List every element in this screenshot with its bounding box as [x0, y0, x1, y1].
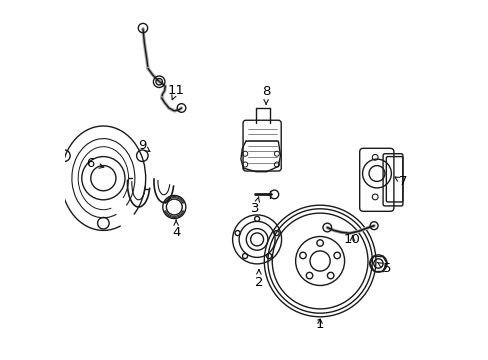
Text: 1: 1 [315, 318, 324, 330]
Text: 8: 8 [262, 85, 270, 104]
Text: 11: 11 [167, 84, 184, 100]
Text: 6: 6 [86, 157, 103, 170]
Text: 3: 3 [250, 197, 259, 215]
Text: 4: 4 [172, 220, 180, 239]
Text: 2: 2 [254, 270, 263, 289]
Text: 10: 10 [344, 233, 360, 246]
Text: 7: 7 [394, 175, 407, 188]
Text: 9: 9 [138, 139, 150, 152]
Text: 5: 5 [377, 262, 390, 275]
